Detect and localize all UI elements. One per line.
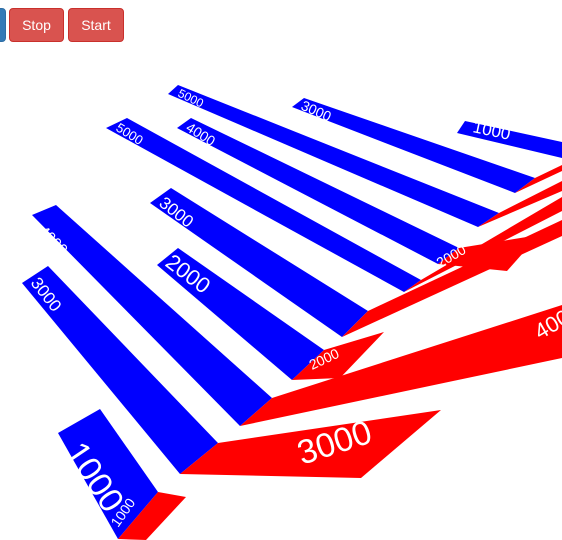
bar-side-face <box>177 118 459 264</box>
bar-side-face <box>168 85 499 227</box>
start-button[interactable]: Start <box>68 8 124 42</box>
bar-side-face <box>58 409 158 539</box>
bar-end-face <box>478 181 562 227</box>
bar-side-face <box>106 118 421 292</box>
bar-side-face <box>292 98 535 193</box>
bar-end-face <box>240 305 562 426</box>
bar-side-face <box>22 266 218 474</box>
bar-side-face <box>457 121 562 158</box>
bar-side-label: 3000 <box>299 97 334 124</box>
stop-button[interactable]: Stop <box>9 8 64 42</box>
bar-end-face <box>118 492 186 540</box>
bar-end-face <box>404 197 562 292</box>
3d-bar-scene: 1000300050004000200050003000200020004000… <box>22 85 562 540</box>
toolbar: Stop Start <box>0 0 562 48</box>
bar-end-face <box>515 165 562 193</box>
bar-side-label: 1000 <box>471 117 512 143</box>
bar-side-face <box>150 188 368 337</box>
bar-side-face <box>157 248 324 380</box>
bar-side-face <box>32 205 272 426</box>
partially-visible-button[interactable] <box>0 8 6 42</box>
bar-end-face <box>180 410 441 478</box>
bar-end-face <box>292 332 384 380</box>
bar-end-face <box>342 220 562 337</box>
